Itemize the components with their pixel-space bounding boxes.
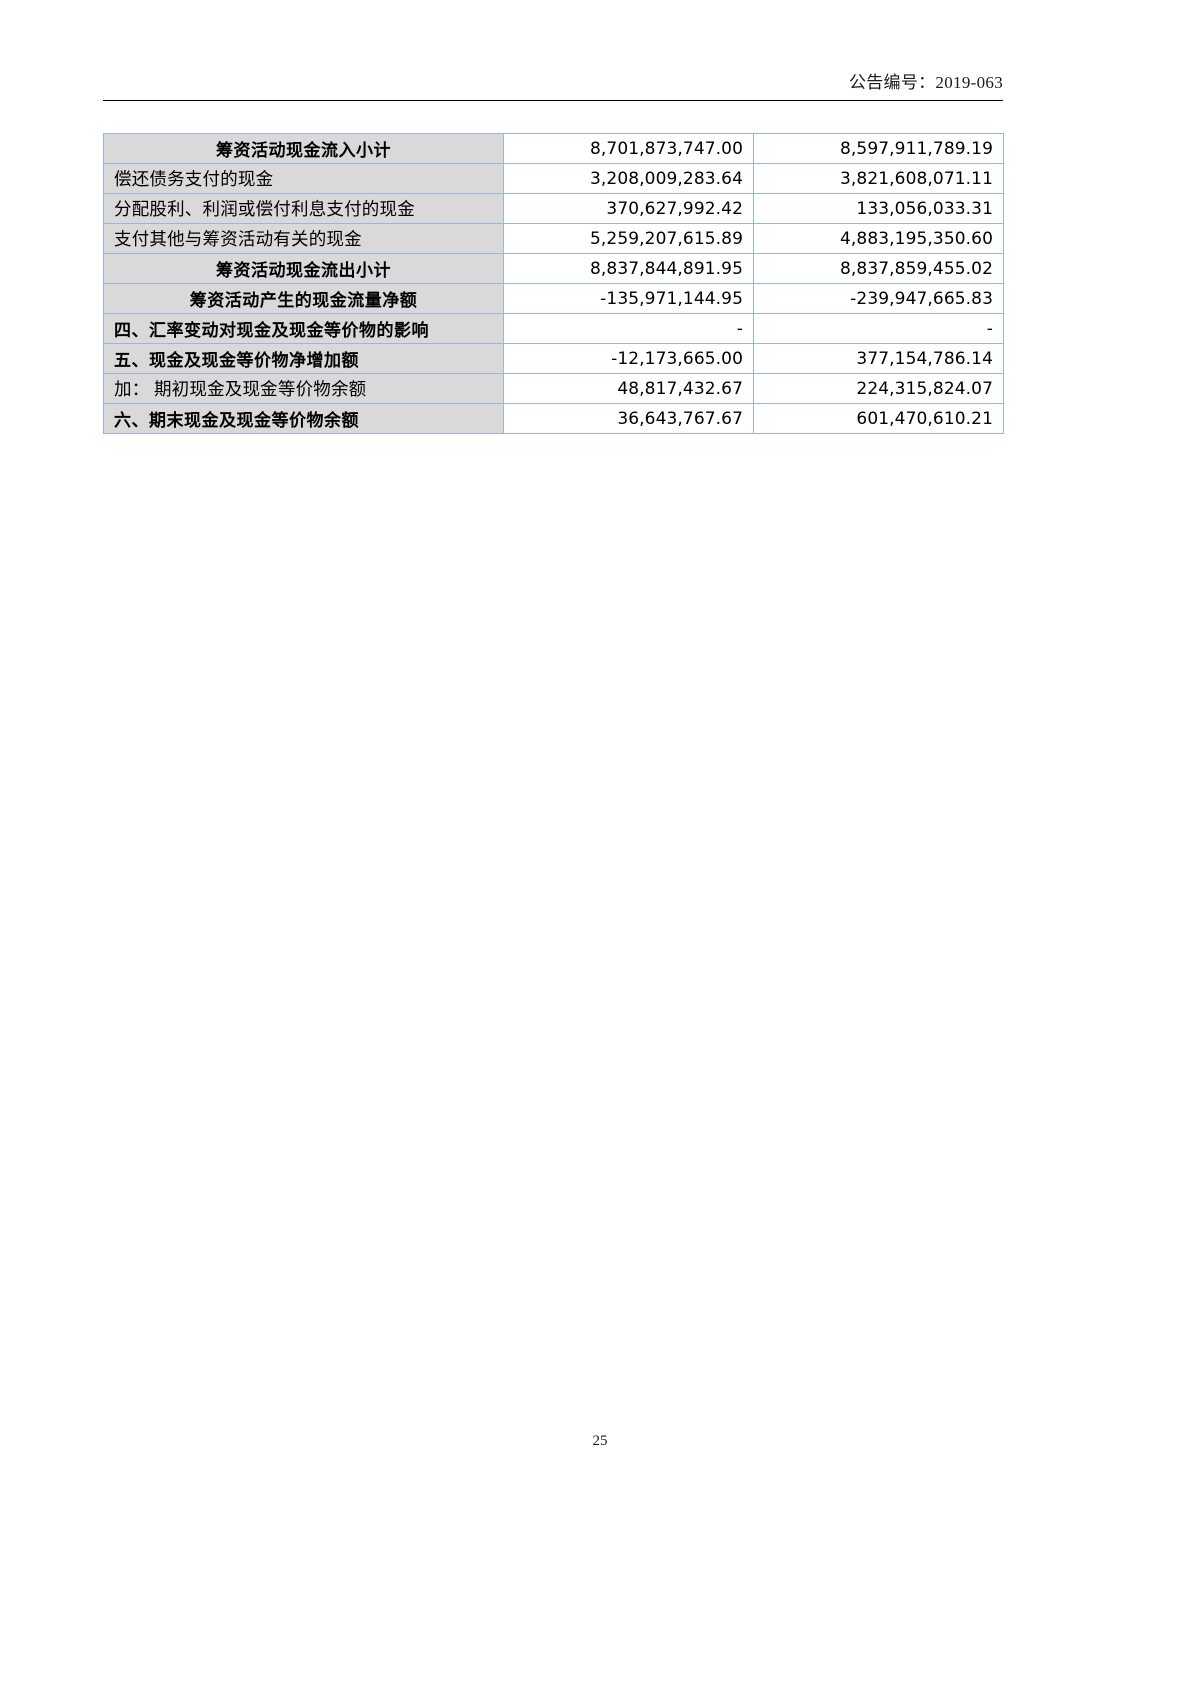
row-value-current-period: 36,643,767.67 <box>503 403 754 434</box>
row-label: 支付其他与筹资活动有关的现金 <box>103 223 504 254</box>
table-body: 筹资活动现金流入小计 8,701,873,747.00 8,597,911,789.… <box>103 133 1004 434</box>
row-value-current-period: 5,259,207,615.89 <box>503 223 754 254</box>
row-label: 偿还债务支付的现金 <box>103 163 504 194</box>
table-row: 筹资活动现金流出小计 8,837,844,891.95 8,837,859,455.… <box>103 253 1004 284</box>
row-value-prior-period: 8,837,859,455.02 <box>753 253 1004 284</box>
row-value-prior-period: - <box>753 313 1004 344</box>
row-label: 五、现金及现金等价物净增加额 <box>103 343 504 374</box>
row-label: 筹资活动现金流出小计 <box>103 253 504 284</box>
cash-flow-table-container: 筹资活动现金流入小计 8,701,873,747.00 8,597,911,789.… <box>103 133 1004 434</box>
row-label: 筹资活动产生的现金流量净额 <box>103 283 504 314</box>
table-row: 六、期末现金及现金等价物余额 36,643,767.67 601,470,610.2… <box>103 403 1004 434</box>
table-row: 五、现金及现金等价物净增加额 -12,173,665.00 377,154,786.… <box>103 343 1004 374</box>
row-value-current-period: 48,817,432.67 <box>503 373 754 404</box>
table-row: 加： 期初现金及现金等价物余额 48,817,432.67 224,315,824.… <box>103 373 1004 404</box>
row-value-prior-period: 3,821,608,071.11 <box>753 163 1004 194</box>
row-value-prior-period: 601,470,610.21 <box>753 403 1004 434</box>
row-label: 六、期末现金及现金等价物余额 <box>103 403 504 434</box>
cash-flow-table: 筹资活动现金流入小计 8,701,873,747.00 8,597,911,789.… <box>103 133 1004 434</box>
row-value-current-period: - <box>503 313 754 344</box>
header-divider <box>103 100 1003 101</box>
row-value-prior-period: 133,056,033.31 <box>753 193 1004 224</box>
table-row: 支付其他与筹资活动有关的现金 5,259,207,615.89 4,883,195,… <box>103 223 1004 254</box>
row-value-prior-period: 4,883,195,350.60 <box>753 223 1004 254</box>
table-row: 分配股利、利润或偿付利息支付的现金 370,627,992.42 133,056,0… <box>103 193 1004 224</box>
row-value-current-period: 370,627,992.42 <box>503 193 754 224</box>
row-value-prior-period: 224,315,824.07 <box>753 373 1004 404</box>
table-row: 筹资活动产生的现金流量净额 -135,971,144.95 -239,947,665… <box>103 283 1004 314</box>
row-value-prior-period: -239,947,665.83 <box>753 283 1004 314</box>
table-row: 偿还债务支付的现金 3,208,009,283.64 3,821,608,071.1… <box>103 163 1004 194</box>
row-value-prior-period: 377,154,786.14 <box>753 343 1004 374</box>
row-label: 筹资活动现金流入小计 <box>103 133 504 164</box>
page-footer: 25 <box>0 1432 1200 1450</box>
row-value-current-period: -135,971,144.95 <box>503 283 754 314</box>
row-label: 分配股利、利润或偿付利息支付的现金 <box>103 193 504 224</box>
row-value-prior-period: 8,597,911,789.19 <box>753 133 1004 164</box>
announcement-number: 公告编号：2019-063 <box>848 73 1003 92</box>
row-label: 加： 期初现金及现金等价物余额 <box>103 373 504 404</box>
table-row: 四、汇率变动对现金及现金等价物的影响 - - <box>103 313 1004 344</box>
row-label: 四、汇率变动对现金及现金等价物的影响 <box>103 313 504 344</box>
row-value-current-period: 8,701,873,747.00 <box>503 133 754 164</box>
table-row: 筹资活动现金流入小计 8,701,873,747.00 8,597,911,789.… <box>103 133 1004 164</box>
page-header: 公告编号：2019-063 <box>103 68 1003 93</box>
page-number: 25 <box>592 1433 608 1449</box>
row-value-current-period: -12,173,665.00 <box>503 343 754 374</box>
row-value-current-period: 3,208,009,283.64 <box>503 163 754 194</box>
row-value-current-period: 8,837,844,891.95 <box>503 253 754 284</box>
